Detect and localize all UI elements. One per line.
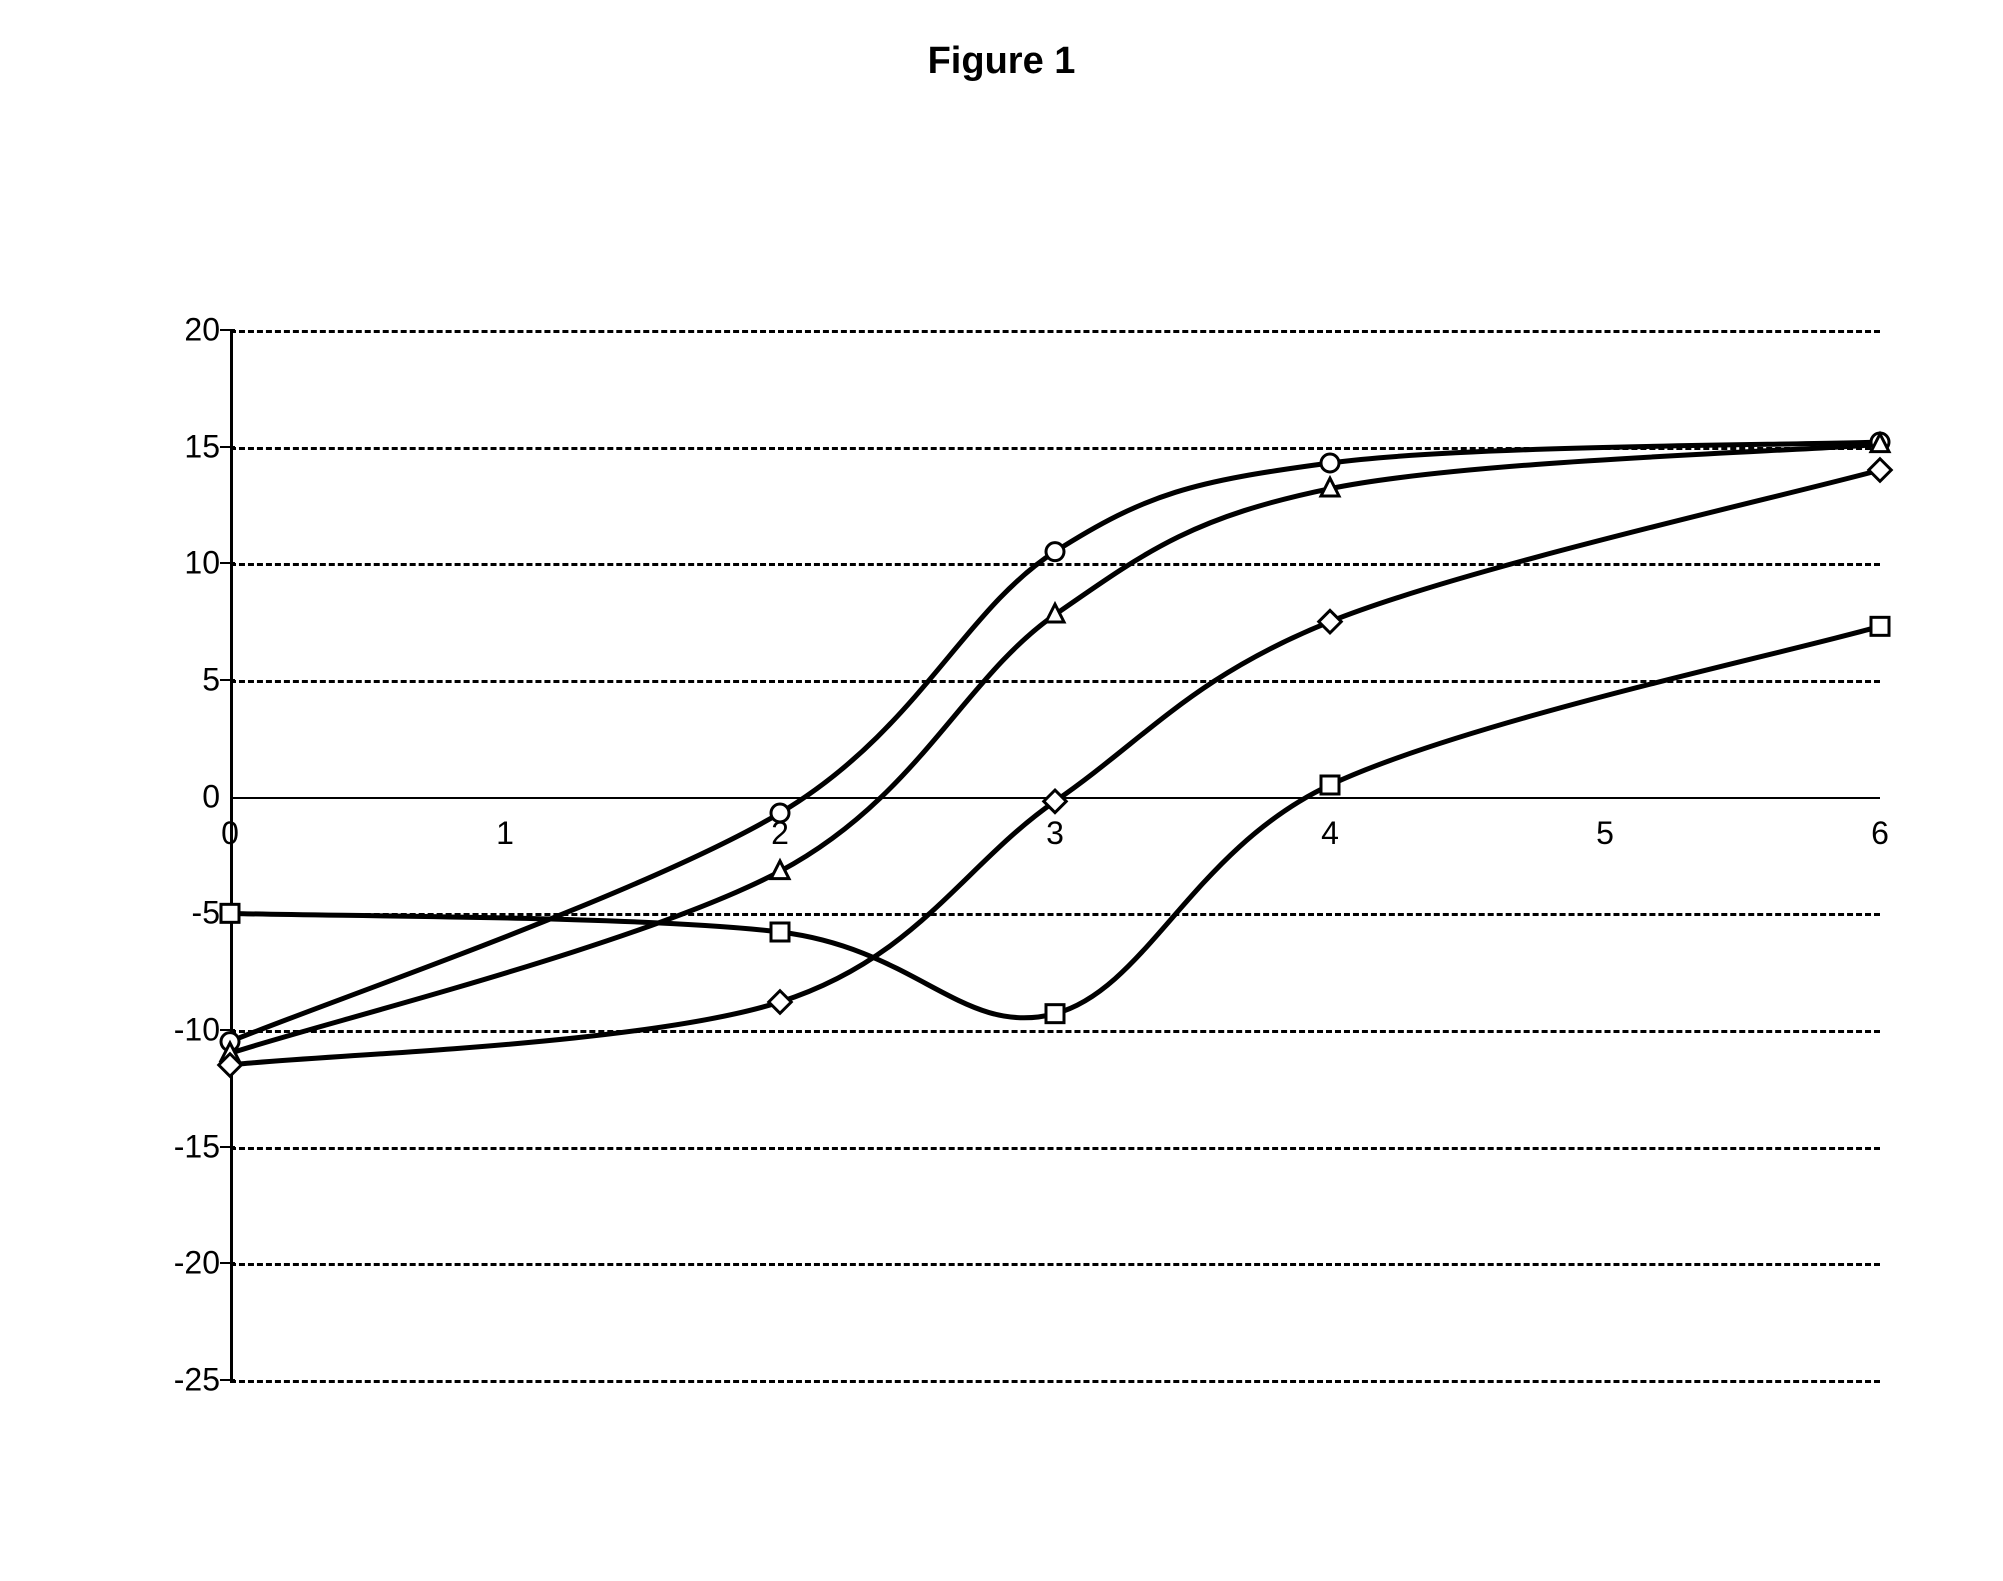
square-marker	[771, 923, 789, 941]
square-marker	[1321, 776, 1339, 794]
y-axis-label: 10	[184, 545, 220, 582]
y-axis-label: -20	[174, 1245, 220, 1282]
y-axis-label: 15	[184, 428, 220, 465]
y-axis-label: 0	[202, 778, 220, 815]
circle-marker	[771, 804, 789, 822]
y-axis-label: -15	[174, 1128, 220, 1165]
y-axis-label: 20	[184, 312, 220, 349]
circle-marker	[1321, 454, 1339, 472]
square-marker	[221, 904, 239, 922]
y-axis-label: -10	[174, 1012, 220, 1049]
square-marker	[1871, 617, 1889, 635]
y-axis-label: -25	[174, 1362, 220, 1399]
square-marker	[1046, 1005, 1064, 1023]
diamond-marker	[1319, 610, 1342, 633]
diamond-marker	[769, 991, 792, 1014]
y-axis-label: 5	[202, 662, 220, 699]
gridline	[230, 1380, 1880, 1383]
chart: 20151050-5-10-15-20-25 0123456	[130, 330, 1880, 1430]
series-line-square	[230, 626, 1880, 1018]
circle-marker	[1046, 543, 1064, 561]
plot-svg	[230, 330, 1880, 1380]
series-line-triangle	[230, 444, 1880, 1053]
figure-title: Figure 1	[928, 40, 1076, 83]
y-axis-label: -5	[192, 895, 220, 932]
diamond-marker	[1869, 459, 1892, 482]
